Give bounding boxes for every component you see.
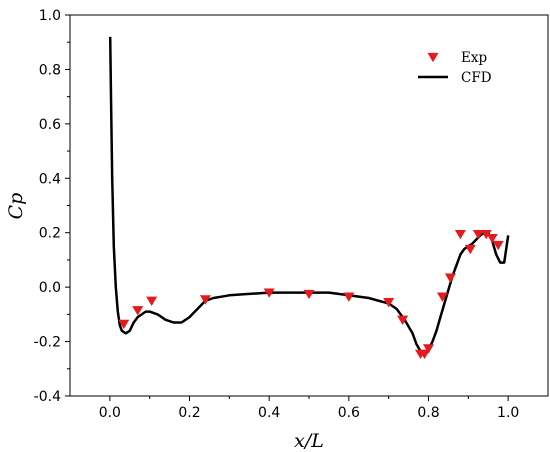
exp-point: [464, 244, 476, 255]
exp-point: [303, 289, 315, 300]
y-axis-title: Cp: [5, 193, 27, 220]
exp-point: [343, 292, 355, 302]
exp-point: [480, 229, 492, 240]
x-tick-label: 0.2: [178, 405, 200, 421]
y-tick-label: -0.2: [34, 335, 61, 351]
legend: Exp CFD: [418, 50, 492, 86]
y-tick-label: -0.4: [34, 389, 61, 405]
x-tick-label: 0.0: [99, 405, 121, 421]
y-tick-label: 0.8: [39, 62, 61, 78]
exp-point: [118, 319, 130, 330]
legend-label-exp: Exp: [461, 50, 487, 66]
y-axis-ticks: -0.4 -0.2 0.0 0.2 0.4 0.6 0.8 1.0: [34, 8, 70, 405]
x-axis-ticks: 0.0 0.2 0.4 0.6 0.8 1.0: [99, 396, 519, 421]
legend-triangle-icon: [427, 52, 439, 63]
exp-point: [132, 306, 144, 316]
exp-point: [472, 229, 484, 240]
x-tick-label: 0.4: [258, 405, 280, 421]
cfd-line: [108, 36, 510, 354]
legend-marker-exp: [427, 52, 439, 63]
x-tick-label: 0.8: [417, 405, 439, 421]
exp-point: [486, 234, 498, 244]
series-layer: [108, 36, 510, 360]
exp-point: [454, 229, 466, 240]
y-tick-label: 0.2: [39, 226, 61, 242]
exp-point: [423, 344, 434, 354]
legend-label-cfd: CFD: [461, 70, 492, 86]
exp-point: [397, 315, 409, 326]
exp-point: [492, 240, 504, 251]
y-tick-label: 0.0: [39, 280, 61, 296]
y-tick-label: 0.4: [39, 171, 61, 187]
exp-point: [383, 297, 395, 308]
exp-point: [199, 295, 211, 305]
exp-point: [146, 296, 158, 306]
exp-point: [263, 288, 275, 298]
x-tick-label: 1.0: [497, 405, 519, 421]
y-tick-label: 1.0: [39, 8, 61, 24]
x-axis-title: x/L: [294, 430, 324, 452]
exp-point: [419, 349, 431, 360]
y-tick-label: 0.6: [39, 117, 61, 133]
x-tick-label: 0.6: [338, 405, 360, 421]
exp-point: [444, 273, 456, 283]
exp-point: [436, 292, 448, 302]
